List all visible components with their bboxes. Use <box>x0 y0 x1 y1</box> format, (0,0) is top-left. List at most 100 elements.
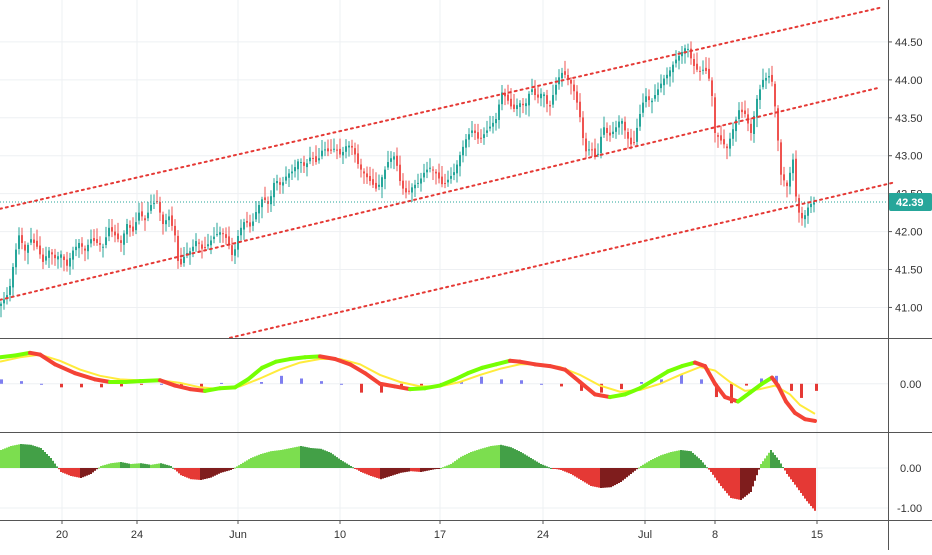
candle-body[interactable] <box>393 156 395 160</box>
macd-line-segment[interactable] <box>653 369 670 382</box>
candle-body[interactable] <box>324 149 326 151</box>
candle-body[interactable] <box>180 258 182 265</box>
candle-body[interactable] <box>801 212 803 219</box>
candle-body[interactable] <box>501 92 503 105</box>
candle-body[interactable] <box>387 162 389 168</box>
candle-body[interactable] <box>258 205 260 214</box>
candle-body[interactable] <box>543 94 545 97</box>
candle-body[interactable] <box>576 91 578 103</box>
candle-body[interactable] <box>504 93 506 97</box>
candle-body[interactable] <box>684 48 686 54</box>
candle-body[interactable] <box>288 173 290 178</box>
candle-body[interactable] <box>99 243 101 245</box>
candle-body[interactable] <box>165 220 167 225</box>
candle-body[interactable] <box>276 181 278 184</box>
candle-body[interactable] <box>6 295 8 299</box>
macd-line-segment[interactable] <box>363 371 382 386</box>
candle-body[interactable] <box>48 250 50 258</box>
candle-body[interactable] <box>429 167 431 169</box>
candle-body[interactable] <box>129 225 131 228</box>
candle-body[interactable] <box>657 89 659 96</box>
macd-line-segment[interactable] <box>408 386 427 392</box>
candle-body[interactable] <box>348 145 350 148</box>
candle-body[interactable] <box>216 234 218 236</box>
candle-body[interactable] <box>63 256 65 261</box>
candle-body[interactable] <box>66 259 68 266</box>
macd-line-segment[interactable] <box>348 362 367 376</box>
candle-body[interactable] <box>78 242 80 249</box>
candle-body[interactable] <box>561 72 563 79</box>
candle-body[interactable] <box>708 68 710 79</box>
candle-body[interactable] <box>24 244 26 251</box>
candle-body[interactable] <box>633 142 635 144</box>
candle-body[interactable] <box>330 149 332 151</box>
candle-body[interactable] <box>795 158 797 197</box>
candle-body[interactable] <box>720 135 722 141</box>
candle-body[interactable] <box>744 110 746 114</box>
candle-body[interactable] <box>225 234 227 238</box>
candle-body[interactable] <box>51 252 53 255</box>
trend-channel[interactable] <box>0 6 896 339</box>
candle-body[interactable] <box>780 142 782 175</box>
candle-body[interactable] <box>762 79 764 88</box>
macd-line-segment[interactable] <box>438 377 457 388</box>
candle-body[interactable] <box>96 239 98 243</box>
candle-body[interactable] <box>69 258 71 267</box>
macd-line-segment[interactable] <box>378 381 397 389</box>
macd-line-segment[interactable] <box>666 364 684 374</box>
candle-body[interactable] <box>474 130 476 133</box>
candle-body[interactable] <box>231 245 233 255</box>
candle-body[interactable] <box>33 239 35 243</box>
macd-line-segment[interactable] <box>638 377 657 391</box>
candle-body[interactable] <box>336 149 338 151</box>
macd-line-segment[interactable] <box>578 380 597 397</box>
macd-line-segment[interactable] <box>680 360 697 369</box>
candle-body[interactable] <box>495 119 497 124</box>
macd-line-segment[interactable] <box>0 353 17 360</box>
candle-body[interactable] <box>360 164 362 170</box>
candle-body[interactable] <box>3 299 5 304</box>
candle-body[interactable] <box>372 179 374 185</box>
candle-body[interactable] <box>756 98 758 118</box>
macd-line-segment[interactable] <box>318 354 337 362</box>
candle-body[interactable] <box>738 110 740 120</box>
candle-body[interactable] <box>81 243 83 247</box>
candle-body[interactable] <box>507 94 509 101</box>
candle-body[interactable] <box>714 97 716 133</box>
macd-line-segment[interactable] <box>423 383 442 391</box>
macd-line-segment[interactable] <box>803 417 817 423</box>
candle-body[interactable] <box>423 172 425 178</box>
candle-body[interactable] <box>591 149 593 151</box>
candle-body[interactable] <box>384 169 386 179</box>
candle-body[interactable] <box>510 98 512 107</box>
macd-line-segment[interactable] <box>274 357 292 364</box>
candle-body[interactable] <box>354 148 356 155</box>
candle-body[interactable] <box>120 240 122 243</box>
candle-body[interactable] <box>582 117 584 139</box>
candle-body[interactable] <box>279 182 281 185</box>
candle-body[interactable] <box>630 137 632 145</box>
candle-body[interactable] <box>534 88 536 96</box>
candle-body[interactable] <box>342 151 344 156</box>
candle-body[interactable] <box>102 246 104 248</box>
candle-body[interactable] <box>702 69 704 71</box>
candle-body[interactable] <box>471 130 473 133</box>
candle-body[interactable] <box>567 75 569 78</box>
trend-channel-line[interactable] <box>0 6 881 210</box>
candle-body[interactable] <box>264 197 266 200</box>
candle-body[interactable] <box>579 101 581 118</box>
candle-body[interactable] <box>513 104 515 109</box>
trend-channel-line[interactable] <box>229 181 896 339</box>
candle-body[interactable] <box>447 179 449 183</box>
candle-body[interactable] <box>378 184 380 187</box>
candle-body[interactable] <box>93 238 95 242</box>
macd-line-segment[interactable] <box>623 386 642 397</box>
candle-body[interactable] <box>525 103 527 107</box>
macd-line-segment[interactable] <box>38 352 57 367</box>
candle-body[interactable] <box>27 244 29 253</box>
candle-body[interactable] <box>159 202 161 213</box>
candle-body[interactable] <box>696 63 698 70</box>
candle-body[interactable] <box>666 74 668 79</box>
